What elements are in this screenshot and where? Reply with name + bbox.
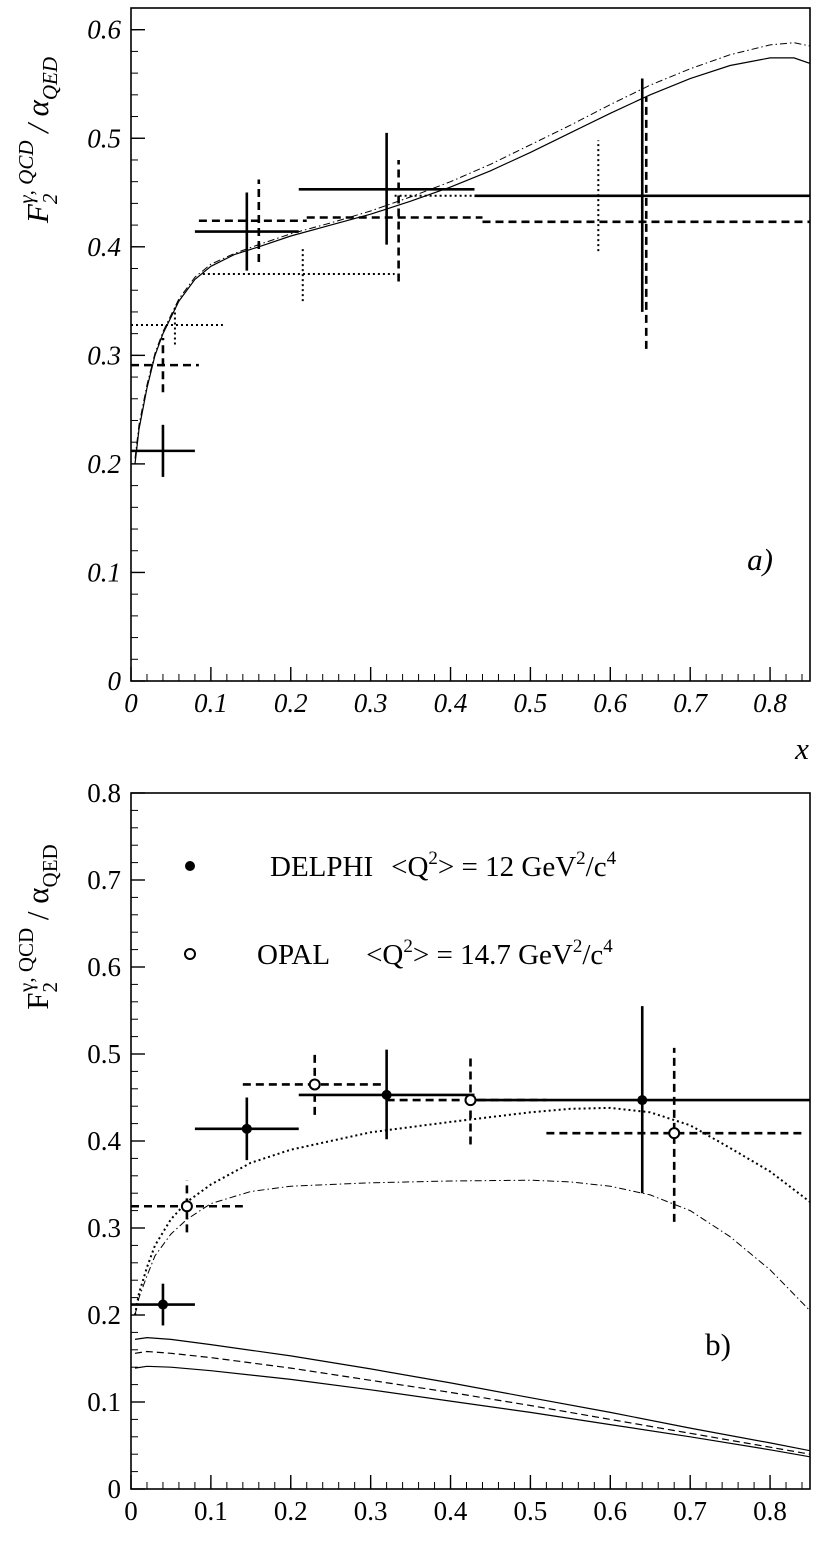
y-tick-label: 0.1 <box>87 1387 121 1417</box>
legend-label: OPAL <Q2> = 14.7 GeV2/c4 <box>257 936 613 971</box>
y-tick-label: 0.8 <box>87 778 121 808</box>
data-point-delphi <box>194 1097 299 1161</box>
x-tick-label: 0.6 <box>593 688 627 718</box>
open-marker <box>308 1078 321 1091</box>
y-tick-label: 0 <box>108 666 122 696</box>
data-point-opal <box>131 1180 243 1233</box>
theory-curve-1 <box>134 1179 810 1316</box>
open-marker <box>464 1094 477 1107</box>
data-point <box>194 192 299 271</box>
x-tick-label: 0.2 <box>274 688 308 718</box>
panel-a: 0 0.1 0.2 0.3 0.4 0.5 0.6 0.7 0.8 0 0.1 0.2 0.3 0.4 0.… <box>14 7 811 766</box>
filled-marker <box>637 1095 648 1106</box>
data-point <box>131 424 195 477</box>
filled-marker <box>381 1089 392 1100</box>
x-tick-label: 0.2 <box>274 1496 308 1526</box>
y-tick-label: 0.6 <box>87 952 121 982</box>
theory-curve-1 <box>134 42 810 459</box>
data-point-delphi <box>131 1283 195 1326</box>
x-tick-label: 0.3 <box>354 1496 388 1526</box>
x-tick-label: 0.6 <box>593 1496 627 1526</box>
theory-curve-3 <box>134 1350 810 1455</box>
x-tick-label: 0.1 <box>194 1496 228 1526</box>
x-tick-label: 0.1 <box>194 688 228 718</box>
data-point <box>482 97 810 349</box>
panel-b: 0 0.1 0.2 0.3 0.4 0.5 0.6 0.7 0.8 0 0.1 0.2 0.3 0.4 0.… <box>14 778 811 1549</box>
y-tick-label: 0.2 <box>87 1300 121 1330</box>
open-marker <box>668 1127 681 1140</box>
legend-filled-marker <box>185 861 195 871</box>
y-tick-label: 0.4 <box>87 232 121 262</box>
filled-marker <box>241 1123 252 1134</box>
theory-curve-0 <box>134 1106 810 1316</box>
y-axis-label: F2γ, QCD / αQED <box>14 844 62 1009</box>
y-axis-label: F2γ, QCD / αQED <box>14 57 62 224</box>
x-tick-label: 0.7 <box>673 688 708 718</box>
x-tick-label: 0.5 <box>514 1496 548 1526</box>
y-tick-label: 0.5 <box>87 123 121 153</box>
legend-open-marker <box>184 948 196 960</box>
plot-frame <box>130 7 811 682</box>
data-point <box>306 159 483 282</box>
plot-area <box>131 1006 810 1458</box>
theory-curve-2 <box>134 1336 810 1452</box>
x-tick-label: 0.8 <box>753 688 787 718</box>
legend-label: DELPHI <Q2> = 12 GeV2/c4 <box>270 848 617 883</box>
data-point-opal <box>242 1054 387 1115</box>
open-marker <box>180 1200 193 1213</box>
x-tick-label: 0 <box>124 1496 138 1526</box>
y-tick-label: 0.4 <box>87 1126 121 1156</box>
y-tick-label: 0.5 <box>87 1039 121 1069</box>
y-tick-label: 0.1 <box>87 557 121 587</box>
legend-entry-delphi: DELPHI <Q2> = 12 GeV2/c4 <box>185 848 617 883</box>
data-point <box>394 140 810 252</box>
x-axis-label: x <box>794 731 809 766</box>
data-point-opal <box>386 1055 547 1145</box>
x-tick-label: 0.8 <box>753 1496 787 1526</box>
data-point <box>131 337 199 393</box>
data-point-delphi <box>298 1049 475 1140</box>
x-tick-label: 0.5 <box>514 688 548 718</box>
data-point-delphi <box>474 1006 810 1194</box>
x-tick-label: 0.4 <box>434 1496 468 1526</box>
panel-label: a) <box>747 542 773 577</box>
x-tick-label: 0.4 <box>434 688 468 718</box>
x-tick-label: 0 <box>124 688 138 718</box>
x-axis-label: x <box>794 1539 810 1549</box>
x-tick-label: 0.7 <box>673 1496 707 1526</box>
data-point <box>202 246 395 302</box>
y-tick-label: 0.3 <box>87 340 121 370</box>
y-tick-label: 0.6 <box>87 15 121 45</box>
filled-marker <box>157 1299 168 1310</box>
panel-label: b) <box>705 1327 731 1362</box>
y-tick-label: 0.3 <box>87 1213 121 1243</box>
legend-entry-opal: OPAL <Q2> = 14.7 GeV2/c4 <box>184 936 613 971</box>
theory-curve-0 <box>134 57 810 464</box>
data-point-opal <box>546 1047 803 1222</box>
y-tick-label: 0.7 <box>87 865 121 895</box>
x-tick-label: 0.3 <box>354 688 388 718</box>
data-point <box>298 132 475 245</box>
y-tick-label: 0 <box>108 1474 122 1504</box>
theory-curve-4 <box>134 1365 810 1458</box>
data-point <box>198 179 307 263</box>
y-tick-label: 0.2 <box>87 449 121 479</box>
plot-area <box>131 42 810 477</box>
data-point <box>131 306 223 345</box>
